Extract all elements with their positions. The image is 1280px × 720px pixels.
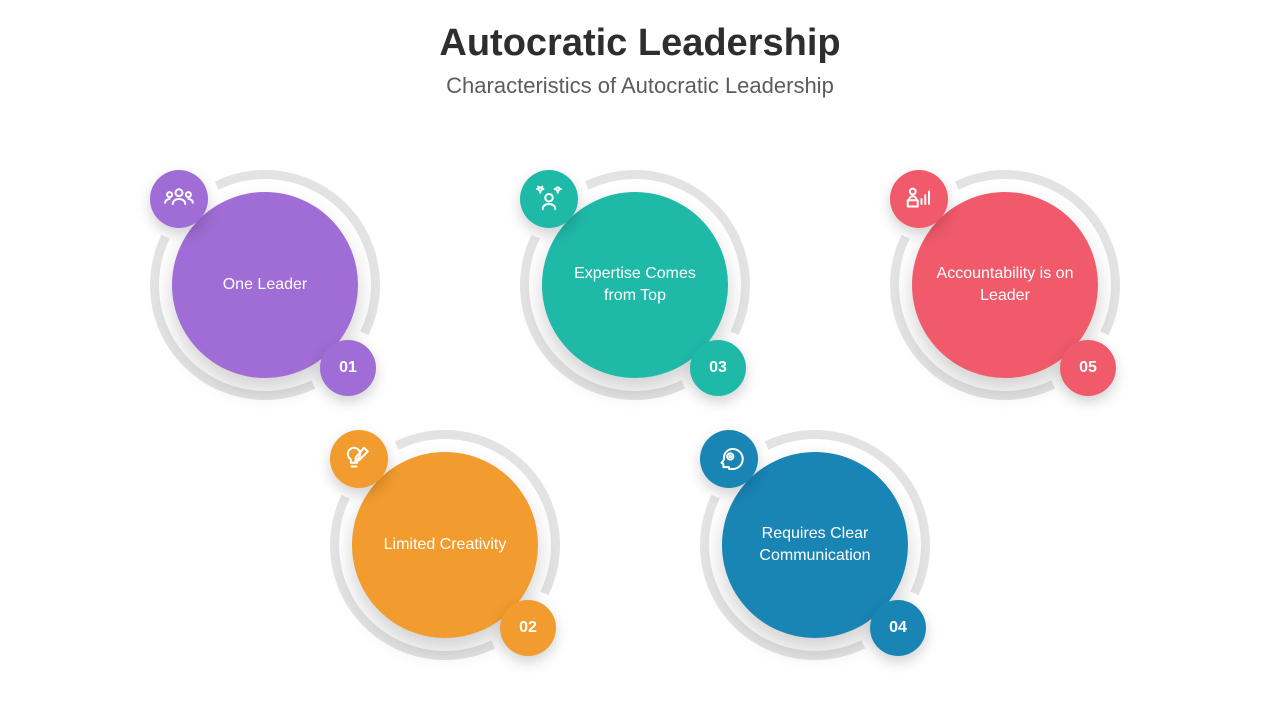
- node-label: Requires Clear Communication: [742, 523, 888, 566]
- node-number-badge: 04: [870, 600, 926, 656]
- node-label: Expertise Comes from Top: [562, 263, 708, 306]
- node-label: Accountability is on Leader: [932, 263, 1078, 306]
- node-creativity: Limited Creativity 02: [330, 430, 560, 660]
- node-number-badge: 03: [690, 340, 746, 396]
- page-subtitle: Characteristics of Autocratic Leadership: [0, 73, 1280, 99]
- person-ideas-icon: [520, 170, 578, 228]
- node-expertise: Expertise Comes from Top 03: [520, 170, 750, 400]
- node-accountability: Accountability is on Leader 05: [890, 170, 1120, 400]
- diagram-stage: One Leader 01 Limited Creativity 02 Expe…: [0, 130, 1280, 720]
- node-label: One Leader: [223, 274, 308, 296]
- people-icon: [150, 170, 208, 228]
- bulb-pencil-icon: [330, 430, 388, 488]
- page-title: Autocratic Leadership: [0, 0, 1280, 65]
- node-communication: Requires Clear Communication 04: [700, 430, 930, 660]
- podium-stats-icon: [890, 170, 948, 228]
- node-one-leader: One Leader 01: [150, 170, 380, 400]
- node-number-badge: 01: [320, 340, 376, 396]
- node-number-badge: 05: [1060, 340, 1116, 396]
- head-target-icon: [700, 430, 758, 488]
- node-label: Limited Creativity: [384, 534, 507, 556]
- node-number-badge: 02: [500, 600, 556, 656]
